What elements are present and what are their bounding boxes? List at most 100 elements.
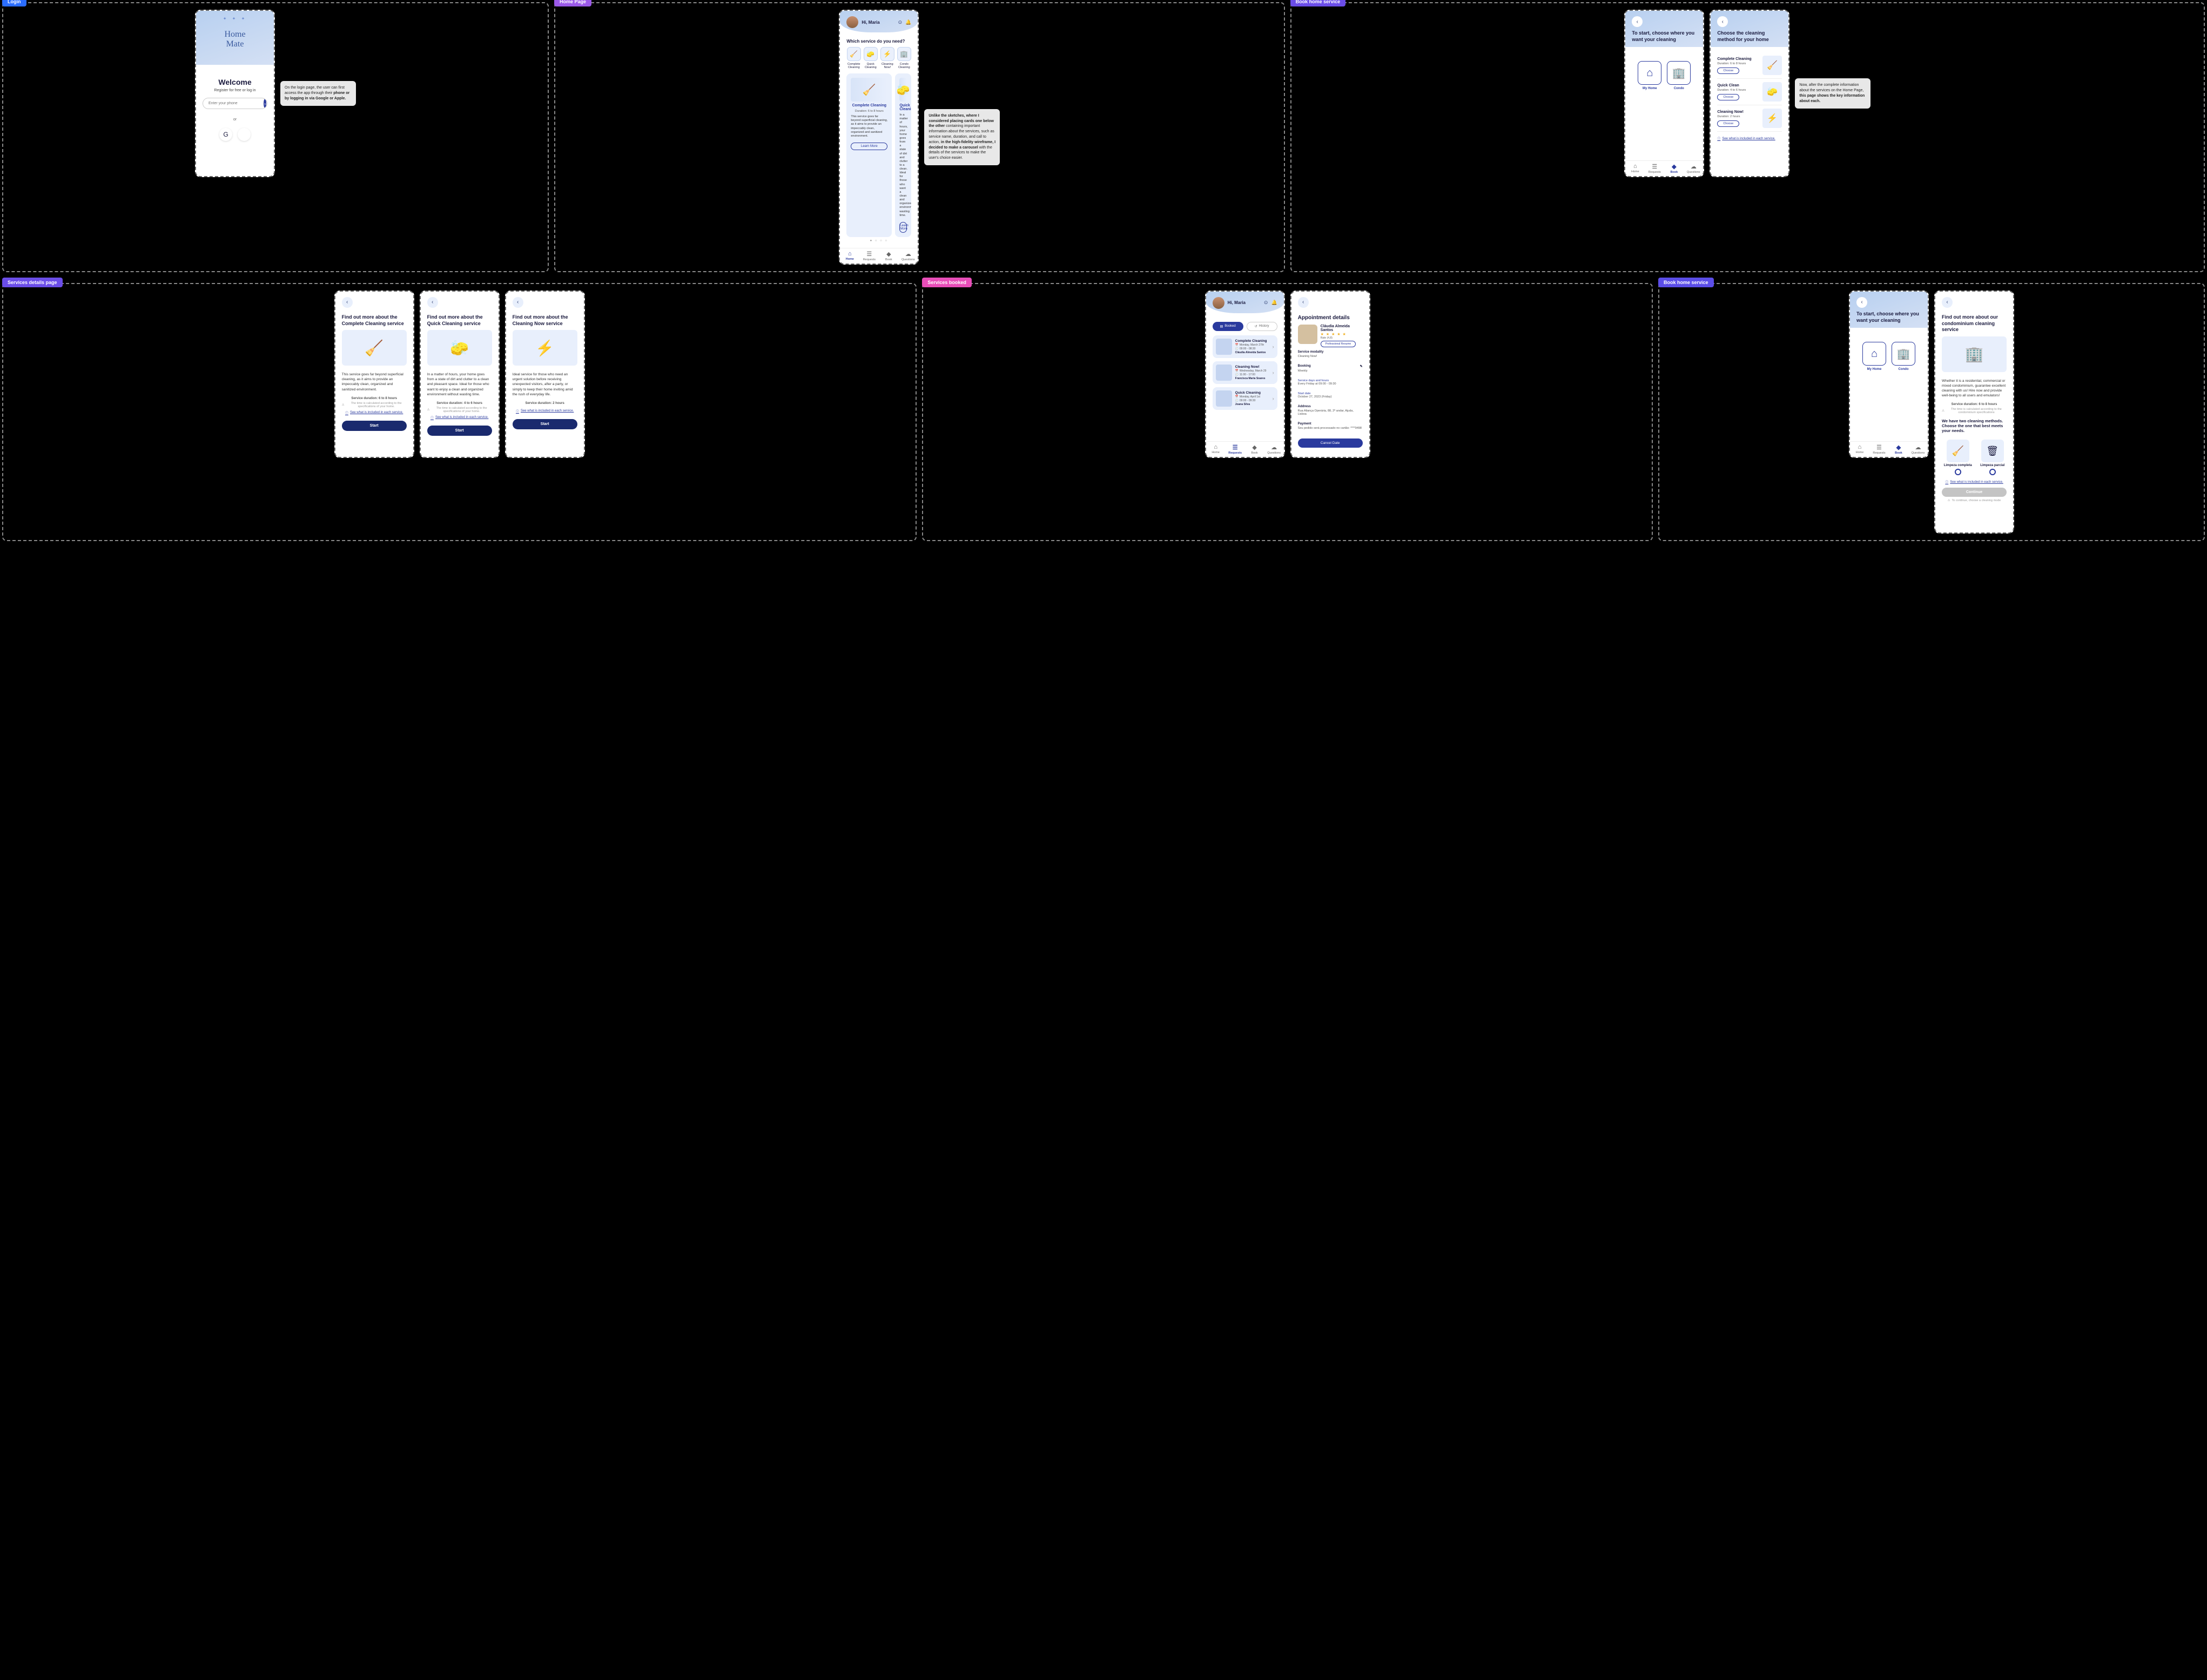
- tab-home[interactable]: ⌂Home: [1850, 444, 1869, 455]
- chevron-right-icon: ›: [1273, 370, 1274, 375]
- back-button[interactable]: ‹: [1942, 297, 1953, 308]
- tab-book[interactable]: ◆Book: [1664, 163, 1684, 174]
- back-button[interactable]: ‹: [1717, 16, 1728, 27]
- pro-thumb: [1216, 390, 1232, 407]
- modality-label: Service modality: [1298, 350, 1363, 354]
- choose-button[interactable]: Choose: [1717, 120, 1739, 127]
- booking-item[interactable]: Cleaning Now! 📅Wednesday, March 29 🕘11:0…: [1213, 361, 1277, 384]
- apple-login-button[interactable]: [238, 128, 251, 141]
- info-icon: ⓘ: [1945, 480, 1948, 484]
- tabbar: ⌂Home ☰Requests ◆Book ☁Questions: [1206, 441, 1284, 457]
- tab-requests[interactable]: ☰Requests: [1869, 444, 1889, 455]
- tab-home[interactable]: ⌂Home: [840, 251, 859, 261]
- start-button[interactable]: Start: [427, 426, 492, 436]
- pro-name: Cláudia Almeida Santos: [1321, 325, 1363, 332]
- screen-title: Find out more about the Cleaning Now ser…: [513, 314, 577, 327]
- choose-button[interactable]: Choose: [1717, 68, 1739, 74]
- radio-input[interactable]: [1955, 469, 1961, 475]
- back-button[interactable]: ‹: [342, 297, 353, 308]
- cancel-date-button[interactable]: Cancel Date: [1298, 438, 1363, 448]
- segment-booked[interactable]: ▤ Booked: [1213, 322, 1243, 331]
- back-button[interactable]: ‹: [427, 297, 438, 308]
- start-button[interactable]: Start: [513, 419, 577, 429]
- choice-my-home[interactable]: ⌂ My Home: [1862, 342, 1886, 371]
- welcome-subtitle: Register for free or log in: [203, 89, 267, 92]
- back-button[interactable]: ‹: [1298, 297, 1309, 308]
- continue-button[interactable]: Continue: [1942, 488, 2007, 497]
- back-button[interactable]: ‹: [1632, 16, 1643, 27]
- tab-book[interactable]: ◆Book: [1245, 444, 1264, 455]
- choose-button[interactable]: Choose: [1717, 94, 1739, 100]
- svc-quick[interactable]: 🧽Quick Cleaning: [863, 47, 878, 69]
- included-link[interactable]: ⓘSee what is included in each service.: [1942, 480, 2007, 484]
- method-illustration: 🧽: [1762, 82, 1782, 102]
- card-illustration: 🧹: [851, 78, 887, 102]
- clock-icon: 🕘: [1235, 373, 1239, 376]
- included-link[interactable]: ⓘ See what is included in each service.: [1717, 136, 1782, 141]
- greeting: Hi, Maria: [1228, 300, 1246, 305]
- booking-item[interactable]: Complete Cleaning 📅Monday, March 27th 🕘0…: [1213, 335, 1277, 358]
- welcome-title: Welcome: [203, 78, 267, 86]
- svc-now[interactable]: ⚡Cleaning Now!: [880, 47, 894, 69]
- back-button[interactable]: ‹: [1856, 297, 1867, 308]
- home-icon: ⌂: [1646, 67, 1653, 79]
- chevron-right-icon: ›: [1273, 396, 1274, 401]
- tab-book[interactable]: ◆Book: [1889, 444, 1908, 455]
- choice-condo[interactable]: 🏢 Condo: [1892, 342, 1915, 371]
- included-link[interactable]: ⓘSee what is included in each service.: [513, 409, 577, 414]
- tab-questions[interactable]: ☁Questions: [1908, 444, 1928, 455]
- screen-title: Find out more about the Complete Cleanin…: [342, 314, 407, 327]
- radio-input[interactable]: [1989, 469, 1996, 475]
- resume-button[interactable]: Professional Resume: [1321, 341, 1356, 347]
- clock-icon: 🕘: [1235, 399, 1239, 402]
- learn-more-button[interactable]: Learn More: [851, 143, 887, 150]
- calendar-icon: 📅: [1235, 395, 1239, 399]
- tabbar: ⌂Home ☰Requests ◆Book ☁Questions: [1850, 441, 1928, 457]
- tab-book[interactable]: ◆Book: [879, 251, 898, 261]
- warn-icon: ⚠: [427, 408, 430, 411]
- warn-icon: ⚠: [1948, 499, 1950, 502]
- bell-icon[interactable]: 🔔: [1271, 300, 1277, 306]
- svc-complete[interactable]: 🧹Complete Cleaning: [846, 47, 861, 69]
- google-login-button[interactable]: G: [219, 128, 232, 141]
- booking-item[interactable]: Quick Cleaning 📅Monday, April 1st 🕘09:00…: [1213, 387, 1277, 410]
- included-link[interactable]: ⓘSee what is included in each service.: [342, 410, 407, 415]
- location-icon[interactable]: ⊙: [898, 19, 903, 25]
- submit-phone-button[interactable]: ›: [264, 99, 266, 108]
- screen-title: Find out more about our condominium clea…: [1942, 314, 2007, 333]
- tab-home[interactable]: ⌂Home: [1206, 444, 1226, 455]
- calendar-icon: 📅: [1235, 343, 1239, 347]
- choice-condo[interactable]: 🏢 Condo: [1667, 61, 1691, 90]
- method-quick: Quick Clean Duration: 4 to 6 hours Choos…: [1717, 79, 1782, 105]
- radio-limpeza-completa[interactable]: 🧹 Limpeza completa: [1944, 440, 1972, 475]
- start-button[interactable]: Start: [342, 421, 407, 431]
- svc-condo[interactable]: 🏢Condo Cleaning: [897, 47, 911, 69]
- home-screen: Hi, Maria ⊙ 🔔 Which service do you need?…: [839, 10, 919, 265]
- location-icon[interactable]: ⊙: [1264, 300, 1268, 306]
- brand-logo: HomeMate: [203, 30, 267, 49]
- included-link[interactable]: ⓘSee what is included in each service.: [427, 415, 492, 420]
- tab-requests[interactable]: ☰Requests: [1226, 444, 1245, 455]
- pro-photo: [1298, 325, 1317, 344]
- choice-my-home[interactable]: ⌂ My Home: [1638, 61, 1661, 90]
- segment-history[interactable]: ↺ History: [1247, 322, 1277, 331]
- duration-label: Service duration: 6 to 8 hours: [342, 397, 407, 400]
- user-avatar[interactable]: [846, 16, 858, 28]
- user-avatar[interactable]: [1213, 297, 1224, 309]
- phone-input[interactable]: [203, 98, 263, 109]
- tab-requests[interactable]: ☰Requests: [859, 251, 879, 261]
- back-button[interactable]: ‹: [513, 297, 523, 308]
- condo-description: Whether it is a residential, commercial …: [1942, 379, 2007, 398]
- tab-questions[interactable]: ☁Questions: [1264, 444, 1284, 455]
- carousel-dots[interactable]: ● ○ ○ ○: [846, 239, 911, 242]
- appointment-detail-screen: ‹ Appointment details Cláudia Almeida Sa…: [1290, 291, 1370, 458]
- tab-questions[interactable]: ☁Questions: [898, 251, 918, 261]
- info-icon: ⓘ: [516, 409, 519, 414]
- radio-limpeza-parcial[interactable]: 🗑 Limpeza parcial: [1980, 440, 2004, 475]
- bell-icon[interactable]: 🔔: [905, 19, 911, 25]
- tab-questions[interactable]: ☁Questions: [1684, 163, 1703, 174]
- edit-icon[interactable]: ✎: [1360, 365, 1363, 368]
- tab-requests[interactable]: ☰Requests: [1645, 163, 1664, 174]
- detail-illustration: 🧽: [427, 330, 492, 366]
- tab-home[interactable]: ⌂Home: [1625, 163, 1645, 174]
